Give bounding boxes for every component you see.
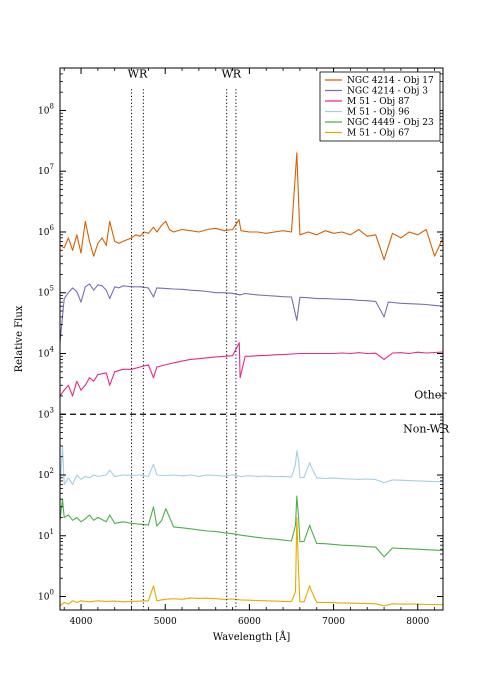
y-tick-label-7: 106	[38, 224, 54, 238]
legend-label-3: M 51 - Obj 87	[347, 97, 410, 107]
x-tick-label-3: 6000	[238, 617, 261, 627]
plot-frame	[59, 67, 444, 611]
y-tick-label-3: 102	[38, 467, 54, 481]
series-line-3	[60, 342, 443, 397]
y-tick-label-1: 100	[38, 589, 54, 603]
legend-label-2: NGC 4214 - Obj 3	[347, 87, 428, 97]
annotation-3: Other	[414, 389, 447, 402]
plot-layer: WR WR Other Non-WR	[60, 67, 450, 610]
series-line-4	[60, 445, 443, 489]
y-tick-label-5: 104	[38, 345, 54, 359]
y-tick-label-6: 105	[38, 285, 54, 299]
y-tick-label-9: 108	[38, 102, 54, 116]
annotation-4: Non-WR	[403, 423, 450, 436]
legend-label-6: M 51 - Obj 67	[347, 129, 410, 139]
x-tick-label-1: 4000	[70, 617, 93, 627]
legend-label-5: NGC 4449 - Obj 23	[347, 118, 434, 128]
x-tick-label-2: 5000	[154, 617, 177, 627]
y-tick-label-4: 103	[38, 406, 54, 420]
y-axis-label: Relative Flux	[14, 305, 25, 372]
series-line-2	[60, 283, 443, 343]
x-tick-label-5: 8000	[406, 617, 429, 627]
y-tick-label-8: 107	[38, 163, 54, 177]
legend-label-1: NGC 4214 - Obj 17	[347, 76, 434, 86]
legend-box	[319, 71, 441, 142]
y-tick-label-2: 101	[38, 528, 54, 542]
x-tick-label-4: 7000	[322, 617, 345, 627]
series-group	[60, 152, 443, 607]
series-line-5	[60, 495, 443, 558]
annotation-1: WR	[128, 67, 148, 80]
series-line-6	[60, 516, 443, 607]
axes-layer: 4000 5000 6000 7000 8000 100 101 102 103 104 105 10…	[14, 67, 444, 643]
annotation-2: WR	[222, 67, 242, 80]
x-axis-label: Wavelength [Å]	[213, 631, 291, 643]
legend-label-4: M 51 - Obj 96	[347, 108, 410, 118]
series-line-1	[60, 152, 443, 261]
